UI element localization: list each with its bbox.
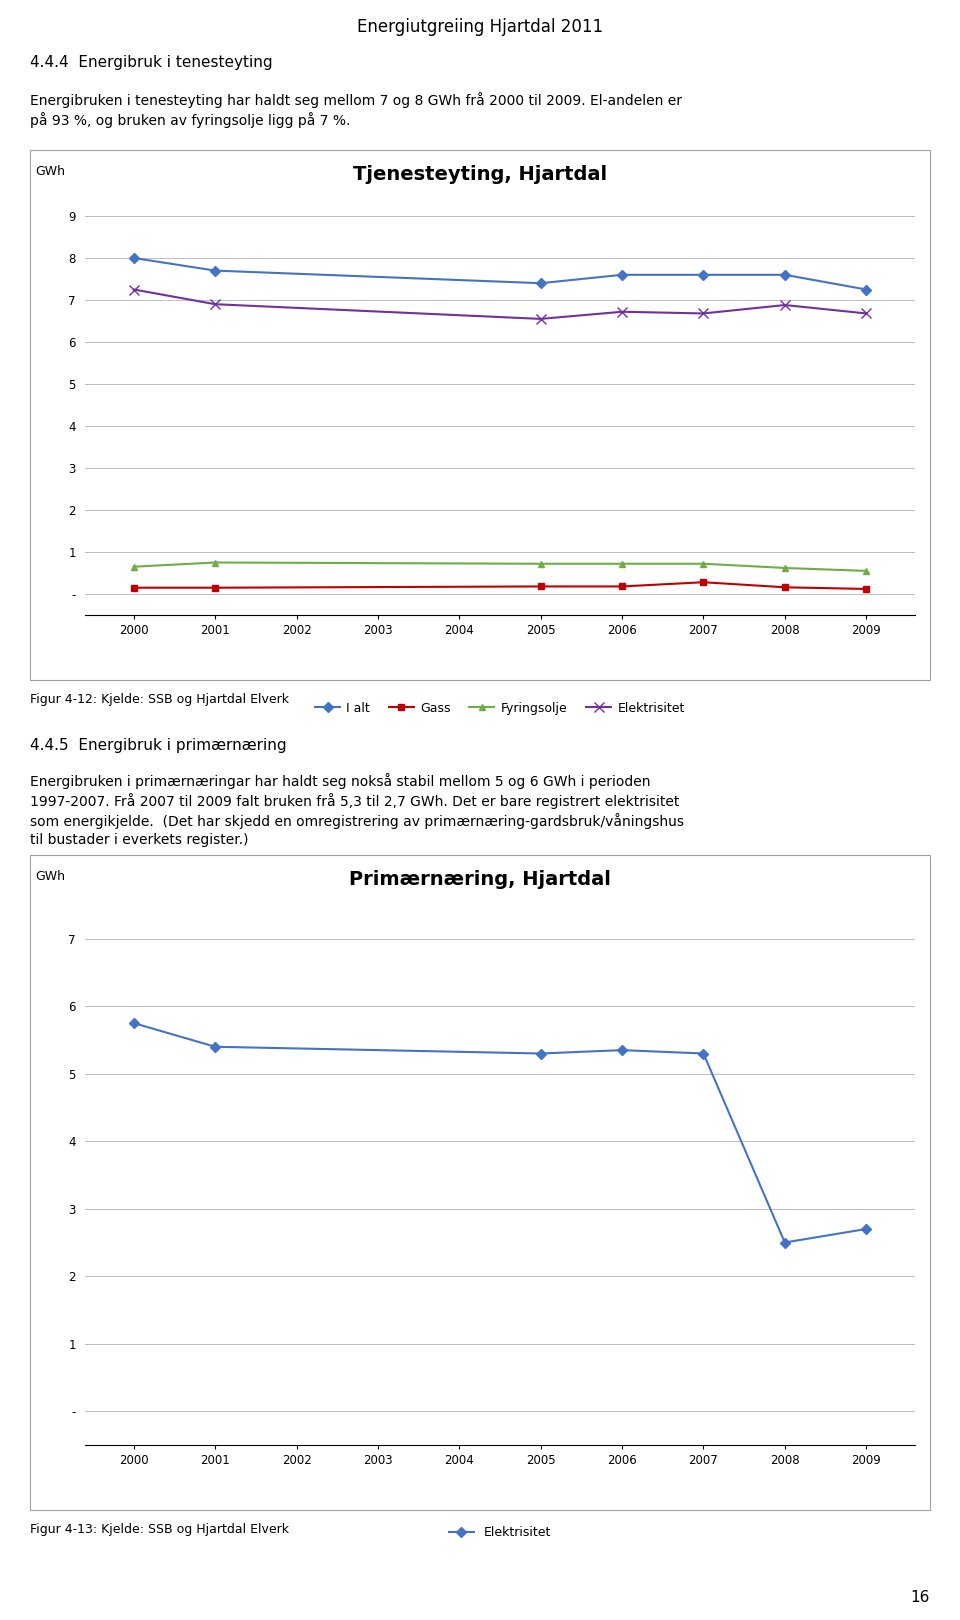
Text: 16: 16: [911, 1589, 930, 1605]
Gass: [698, 572, 709, 591]
Text: til bustader i everkets register.): til bustader i everkets register.): [30, 833, 249, 847]
Text: Tjenesteyting, Hjartdal: Tjenesteyting, Hjartdal: [353, 165, 607, 185]
Elektrisitet: [535, 309, 546, 329]
Gass: [780, 578, 791, 598]
Text: Primærnæring, Hjartdal: Primærnæring, Hjartdal: [349, 870, 611, 889]
Line: Elektrisitet: Elektrisitet: [129, 285, 871, 324]
I alt: [128, 248, 139, 267]
Elektrisitet: [860, 1220, 872, 1239]
Elektrisitet: [698, 303, 709, 322]
I alt: [209, 261, 221, 280]
Line: I alt: I alt: [131, 254, 870, 293]
Text: 1997-2007. Frå 2007 til 2009 falt bruken frå 5,3 til 2,7 GWh. Det er bare regist: 1997-2007. Frå 2007 til 2009 falt bruken…: [30, 794, 680, 808]
Fyringsolje: [209, 552, 221, 572]
I alt: [535, 274, 546, 293]
Text: som energikjelde.  (Det har skjedd en omregistrering av primærnæring-gardsbruk/v: som energikjelde. (Det har skjedd en omr…: [30, 813, 684, 829]
Elektrisitet: [860, 303, 872, 322]
Elektrisitet: [128, 1014, 139, 1034]
Fyringsolje: [860, 561, 872, 580]
Text: 4.4.5  Energibruk i primærnæring: 4.4.5 Energibruk i primærnæring: [30, 739, 287, 753]
Text: GWh: GWh: [35, 870, 65, 883]
Gass: [860, 580, 872, 599]
Elektrisitet: [535, 1043, 546, 1063]
Elektrisitet: [209, 295, 221, 314]
Elektrisitet: [780, 295, 791, 314]
Text: Energibruken i tenesteyting har haldt seg mellom 7 og 8 GWh frå 2000 til 2009. E: Energibruken i tenesteyting har haldt se…: [30, 92, 682, 109]
Elektrisitet: [616, 1040, 628, 1059]
Elektrisitet: [616, 301, 628, 321]
Legend: Elektrisitet: Elektrisitet: [444, 1521, 556, 1544]
Fyringsolje: [780, 559, 791, 578]
Elektrisitet: [780, 1233, 791, 1252]
Line: Elektrisitet: Elektrisitet: [131, 1019, 870, 1246]
Gass: [535, 577, 546, 596]
Elektrisitet: [698, 1043, 709, 1063]
Text: GWh: GWh: [35, 165, 65, 178]
I alt: [616, 266, 628, 285]
Text: Energiutgreiing Hjartdal 2011: Energiutgreiing Hjartdal 2011: [357, 18, 603, 36]
Text: Energibruken i primærnæringar har haldt seg nokså stabil mellom 5 og 6 GWh i per: Energibruken i primærnæringar har haldt …: [30, 773, 651, 789]
Line: Fyringsolje: Fyringsolje: [131, 559, 870, 575]
Text: Figur 4-13: Kjelde: SSB og Hjartdal Elverk: Figur 4-13: Kjelde: SSB og Hjartdal Elve…: [30, 1523, 289, 1536]
Gass: [128, 578, 139, 598]
Elektrisitet: [209, 1037, 221, 1056]
Line: Gass: Gass: [131, 578, 870, 593]
Text: Figur 4-12: Kjelde: SSB og Hjartdal Elverk: Figur 4-12: Kjelde: SSB og Hjartdal Elve…: [30, 693, 289, 706]
I alt: [780, 266, 791, 285]
Text: på 93 %, og bruken av fyringsolje ligg på 7 %.: på 93 %, og bruken av fyringsolje ligg p…: [30, 112, 350, 128]
Text: 4.4.4  Energibruk i tenesteyting: 4.4.4 Energibruk i tenesteyting: [30, 55, 273, 70]
Gass: [209, 578, 221, 598]
Fyringsolje: [535, 554, 546, 573]
I alt: [698, 266, 709, 285]
Gass: [616, 577, 628, 596]
I alt: [860, 280, 872, 300]
Fyringsolje: [128, 557, 139, 577]
Elektrisitet: [128, 280, 139, 300]
Fyringsolje: [616, 554, 628, 573]
Legend: I alt, Gass, Fyringsolje, Elektrisitet: I alt, Gass, Fyringsolje, Elektrisitet: [310, 697, 690, 719]
Fyringsolje: [698, 554, 709, 573]
